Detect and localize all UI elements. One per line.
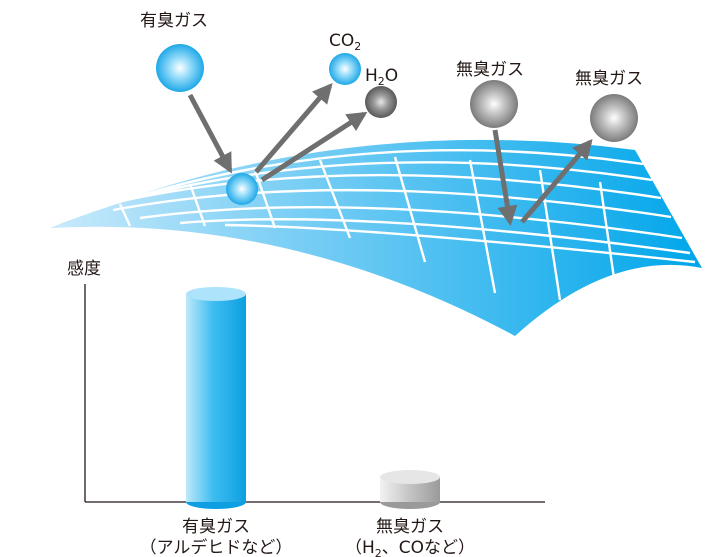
arrow-odorous-to-surface (187, 93, 233, 174)
arrow-to-co2 (254, 82, 333, 174)
adsorbed-molecule (226, 173, 258, 205)
h2o-label: H2O (365, 66, 398, 88)
arrow-to-h2o (260, 111, 368, 183)
sensitivity-chart: 感度 有臭ガス （アルデヒドなど） 無臭ガス （H2、COなど） (67, 259, 545, 557)
bar-odorous-body (186, 294, 246, 502)
category-label-odorous-line1: 有臭ガス (182, 517, 250, 537)
odorless-gas-label-1: 無臭ガス (456, 60, 524, 80)
bar-odorless (380, 470, 440, 509)
odorless-gas-label-2: 無臭ガス (575, 69, 643, 89)
co2-label: CO2 (329, 31, 361, 53)
co2-molecule (329, 53, 361, 85)
odorless-gas-molecule-outgoing (590, 94, 638, 142)
h2o-molecule (365, 86, 397, 118)
odorous-gas-label: 有臭ガス (140, 11, 208, 31)
category-label-odorous-line2: （アルデヒドなど） (140, 537, 293, 557)
odorous-gas-molecule (156, 44, 204, 92)
bar-odorless-top (380, 470, 440, 485)
bar-odorous-top (186, 287, 246, 301)
arrow-odorless-out (520, 138, 593, 224)
reaction-arrows (187, 82, 593, 226)
bar-odorous (186, 287, 246, 509)
category-label-odorless-line1: 無臭ガス (376, 517, 444, 537)
category-label-odorless-line2: （H2、COなど） (345, 538, 475, 557)
sensor-surface (50, 139, 702, 336)
y-axis-label: 感度 (67, 259, 101, 279)
odorless-gas-molecule-incoming (470, 80, 518, 128)
surface-grid (63, 149, 696, 301)
arrow-odorless-in (492, 129, 518, 226)
